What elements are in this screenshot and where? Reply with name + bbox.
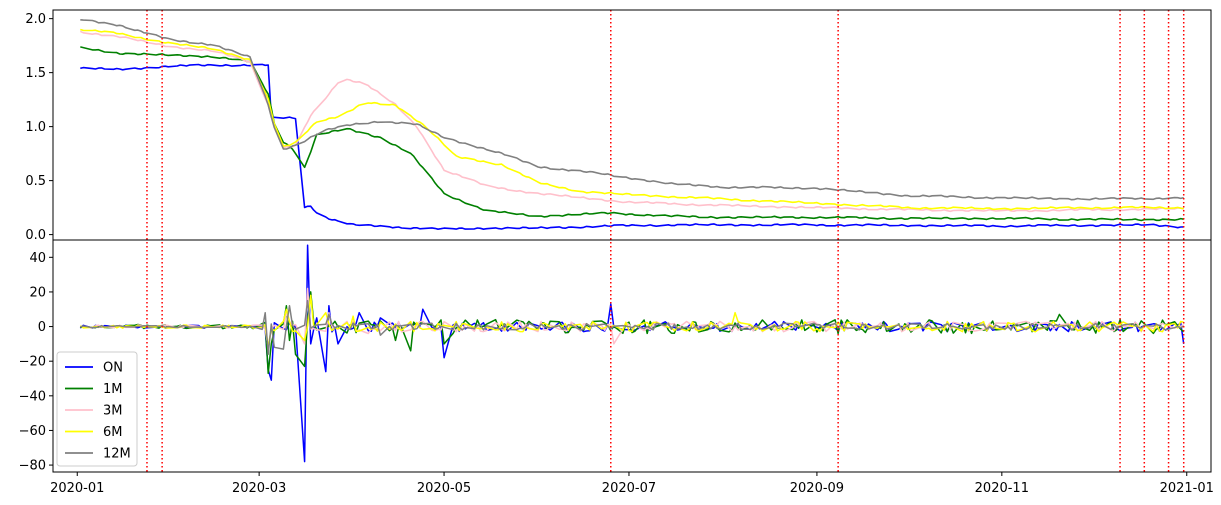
changes-y-axis: 40 20 0 −20 −40 −60 −80 [19, 251, 53, 474]
y-tick-label: 1.0 [25, 120, 46, 135]
y-tick-label: −40 [19, 389, 46, 404]
event-lines [146, 10, 1185, 472]
y-tick-label: 20 [29, 285, 46, 300]
changes-line-1m [80, 291, 1185, 375]
y-tick-label: 0.5 [25, 174, 46, 189]
x-tick-label: 2020-07 [602, 481, 656, 496]
x-tick-label: 2020-01 [50, 481, 104, 496]
y-tick-label: 0 [38, 320, 46, 335]
y-tick-label: 2.0 [25, 12, 46, 27]
y-tick-label: 1.5 [25, 66, 46, 81]
y-tick-label: −80 [19, 459, 46, 474]
axes-frames [52, 9, 1212, 473]
changes-line-3m [80, 287, 1185, 349]
levels-line-6m [80, 28, 1184, 211]
legend: ON 1M 3M 6M 12M [56, 351, 138, 467]
changes-line-12m [80, 299, 1185, 356]
legend-label-1m: 1M [103, 382, 123, 397]
levels-panel [79, 19, 1184, 230]
levels-frame [52, 9, 1212, 241]
y-tick-label: 0.0 [25, 228, 46, 243]
x-tick-label: 2020-05 [417, 481, 471, 496]
legend-label-on: ON [103, 361, 123, 376]
changes-panel [79, 244, 1185, 463]
y-tick-label: −20 [19, 355, 46, 370]
levels-line-12m [80, 19, 1184, 201]
legend-label-6m: 6M [103, 425, 123, 440]
legend-box [56, 351, 138, 467]
x-tick-label: 2020-03 [232, 481, 286, 496]
x-axis: 2020-01 2020-03 2020-05 2020-07 2020-09 2020-… [50, 472, 1214, 496]
y-tick-label: −60 [19, 424, 46, 439]
y-tick-label: 40 [29, 251, 46, 266]
legend-label-12m: 12M [103, 447, 131, 462]
changes-line-on [79, 244, 1185, 463]
changes-line-6m [79, 294, 1184, 349]
x-tick-label: 2020-11 [975, 481, 1029, 496]
levels-line-on [80, 63, 1184, 230]
levels-y-axis: 0.0 0.5 1.0 1.5 2.0 [25, 12, 53, 243]
levels-line-1m [80, 46, 1184, 222]
changes-frame [52, 239, 1212, 473]
x-tick-label: 2020-09 [790, 481, 844, 496]
x-tick-label: 2021-01 [1160, 481, 1214, 496]
legend-label-3m: 3M [103, 404, 123, 419]
